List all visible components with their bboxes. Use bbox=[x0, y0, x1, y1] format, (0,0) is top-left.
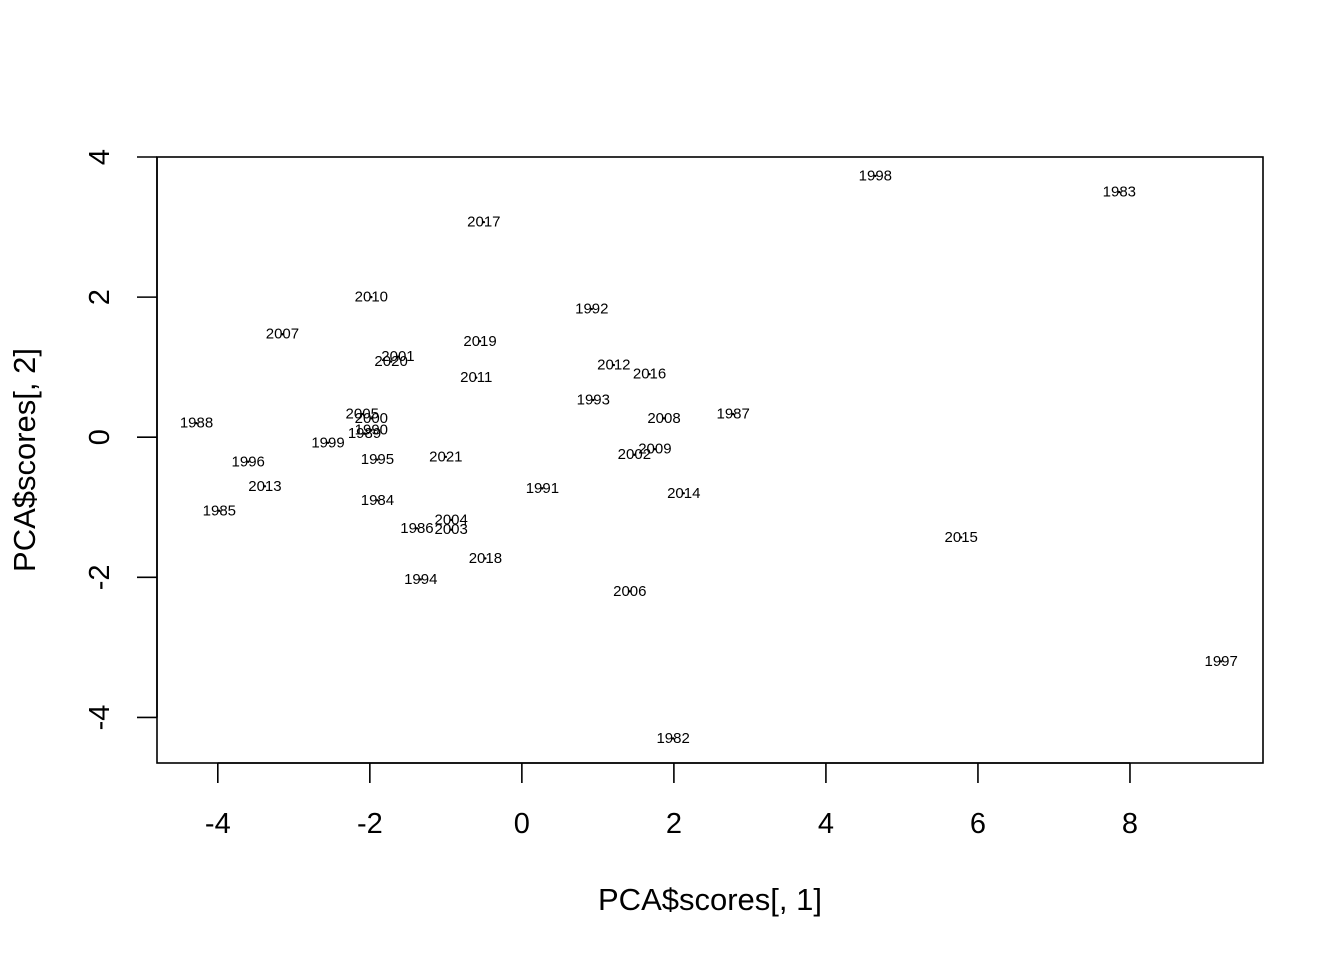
data-point-marker bbox=[247, 460, 250, 463]
data-point-label: 2019 bbox=[463, 333, 496, 350]
data-point-label: 1994 bbox=[404, 571, 437, 588]
data-point-label: 2006 bbox=[613, 583, 646, 600]
data-point-marker bbox=[478, 340, 482, 343]
x-tick-label: -4 bbox=[205, 808, 231, 840]
data-point-marker bbox=[370, 417, 373, 420]
data-point-marker bbox=[590, 307, 593, 311]
data-point-label: 1984 bbox=[361, 492, 394, 509]
data-point-label: 2015 bbox=[945, 529, 978, 546]
data-point-label: 1998 bbox=[859, 167, 892, 184]
data-point-marker bbox=[682, 492, 685, 495]
data-point-marker bbox=[874, 174, 877, 178]
x-tick-label: 2 bbox=[666, 808, 682, 840]
data-point-label: 2021 bbox=[429, 448, 462, 465]
data-point-marker bbox=[449, 518, 453, 522]
data-point-marker bbox=[389, 360, 393, 363]
data-point-marker bbox=[449, 528, 453, 531]
data-point-label: 1985 bbox=[203, 502, 236, 519]
data-point-marker bbox=[653, 447, 657, 451]
data-point-marker bbox=[731, 412, 735, 416]
data-point-marker bbox=[475, 376, 478, 379]
data-point-marker bbox=[662, 417, 666, 420]
data-point-marker bbox=[396, 355, 400, 358]
data-point-marker bbox=[648, 372, 651, 376]
data-point-label: 2008 bbox=[647, 410, 680, 427]
y-axis: -4 -2 0 2 4 bbox=[84, 149, 158, 731]
data-point-label: 2020 bbox=[374, 353, 407, 370]
data-point-label: 2016 bbox=[633, 366, 666, 383]
data-point-marker bbox=[376, 458, 379, 461]
data-point-marker bbox=[195, 422, 198, 425]
data-point-label: 1993 bbox=[577, 392, 610, 409]
data-point-marker bbox=[633, 453, 636, 456]
data-point-marker bbox=[370, 295, 373, 299]
data-point-marker bbox=[415, 527, 419, 530]
data-point-marker bbox=[541, 487, 544, 490]
y-axis-title: PCA$scores[, 2] bbox=[7, 348, 42, 572]
data-point-label: 1997 bbox=[1205, 653, 1238, 670]
x-tick-label: 0 bbox=[514, 808, 530, 840]
data-point-marker bbox=[376, 499, 379, 502]
data-point-label: 1983 bbox=[1103, 184, 1136, 201]
data-point-label: 2004 bbox=[434, 511, 467, 528]
data-point-label: 2013 bbox=[248, 478, 281, 495]
data-point-label: 2014 bbox=[667, 485, 700, 502]
y-tick-label: 2 bbox=[84, 289, 116, 305]
data-point-label: 1996 bbox=[232, 453, 265, 470]
data-point-marker bbox=[361, 412, 364, 416]
data-point-label: 1995 bbox=[361, 451, 394, 468]
data-point-label: 2001 bbox=[381, 348, 414, 365]
x-axis-title: PCA$scores[, 1] bbox=[598, 882, 822, 917]
data-point-marker bbox=[444, 455, 448, 459]
data-point-label: 1990 bbox=[355, 422, 388, 439]
data-point-label: 2005 bbox=[346, 406, 379, 423]
data-point-label: 2010 bbox=[355, 289, 388, 306]
data-point-label: 1989 bbox=[348, 425, 381, 442]
data-point-label: 2007 bbox=[266, 326, 299, 343]
x-tick-label: -2 bbox=[357, 808, 383, 840]
data-point-label: 1982 bbox=[656, 730, 689, 747]
data-point-marker bbox=[1219, 660, 1223, 663]
x-tick-label: 4 bbox=[818, 808, 834, 840]
y-tick-label: 0 bbox=[84, 429, 116, 445]
data-point-label: 2002 bbox=[618, 446, 651, 463]
data-point-marker bbox=[671, 737, 675, 740]
x-tick-label: 6 bbox=[970, 808, 986, 840]
data-point-marker bbox=[628, 590, 632, 593]
data-point-marker bbox=[263, 485, 267, 488]
data-point-marker bbox=[592, 398, 595, 402]
data-point-marker bbox=[484, 557, 487, 560]
data-point-marker bbox=[612, 363, 616, 367]
data-point-label: 2012 bbox=[597, 357, 630, 374]
data-point-marker bbox=[1118, 190, 1121, 194]
data-point-label: 1986 bbox=[400, 520, 433, 537]
data-point-marker bbox=[326, 441, 330, 445]
y-tick-label: -2 bbox=[84, 564, 116, 590]
data-point-label: 2017 bbox=[467, 214, 500, 231]
data-point-marker bbox=[419, 578, 422, 581]
data-point-marker bbox=[482, 220, 486, 224]
x-axis: -4 -2 0 2 4 6 8 bbox=[205, 762, 1138, 840]
data-point-label: 1987 bbox=[716, 406, 749, 423]
data-point-marker bbox=[363, 432, 366, 435]
data-point-label: 1992 bbox=[575, 301, 608, 318]
y-tick-label: 4 bbox=[84, 149, 116, 165]
data-point-label: 2003 bbox=[434, 521, 467, 538]
data-point-label: 1988 bbox=[180, 415, 213, 432]
data-point-label: 2009 bbox=[638, 441, 671, 458]
data-point-label: 2018 bbox=[469, 550, 502, 567]
data-point-label: 1991 bbox=[526, 480, 559, 497]
data-point-marker bbox=[281, 333, 284, 336]
plot-box bbox=[156, 156, 1264, 764]
data-point-label: 1999 bbox=[311, 434, 344, 451]
data-point-label: 2011 bbox=[460, 369, 492, 386]
y-tick-label: -4 bbox=[84, 705, 116, 731]
data-point-marker bbox=[960, 536, 963, 539]
data-point-marker bbox=[218, 509, 221, 512]
x-tick-label: 8 bbox=[1122, 808, 1138, 840]
data-point-marker bbox=[370, 429, 373, 432]
